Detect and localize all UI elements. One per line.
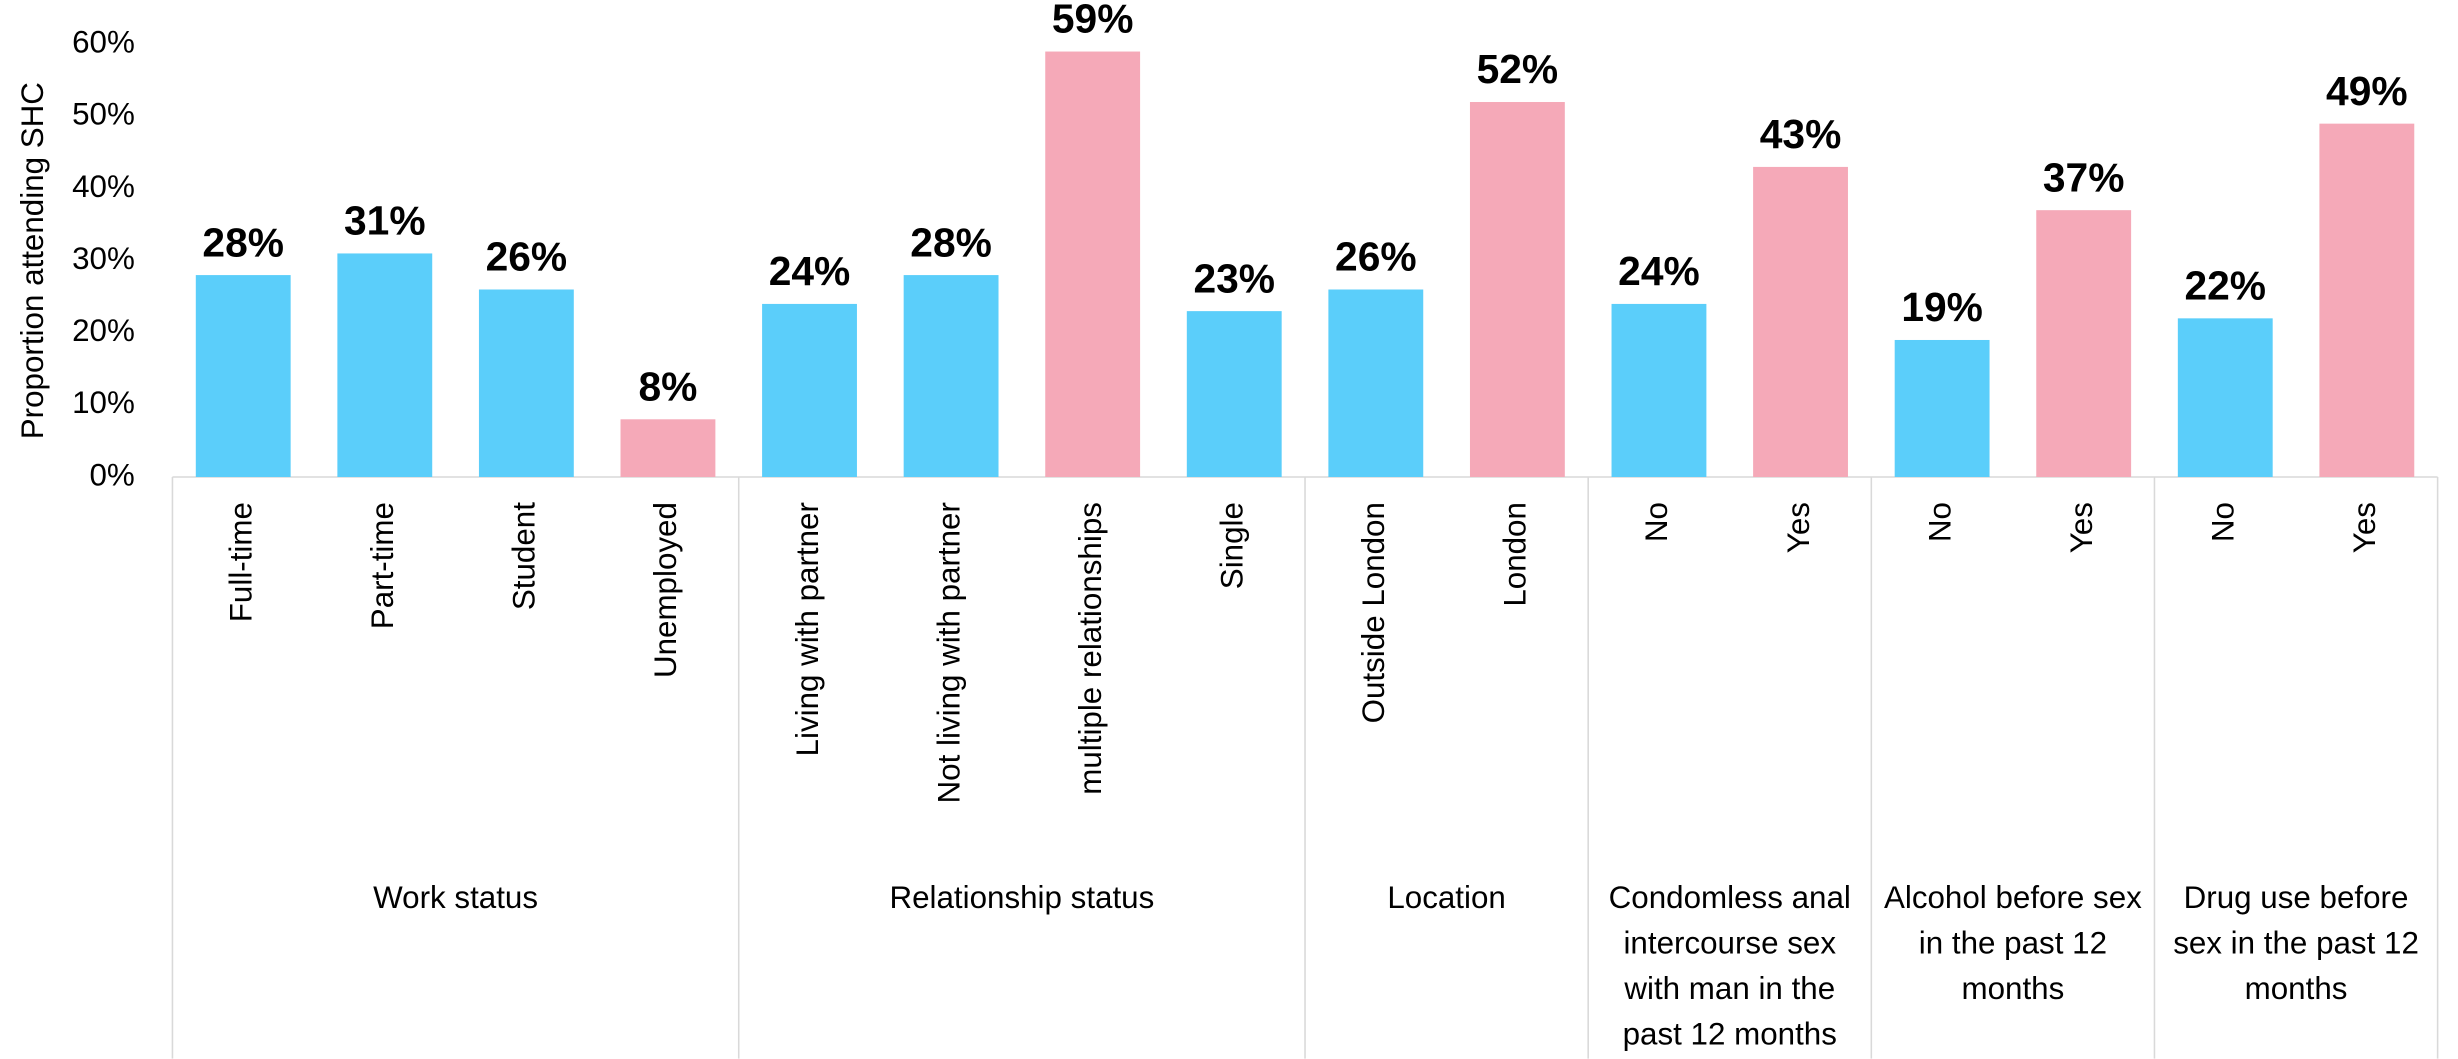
y-tick-label: 40% (72, 169, 135, 204)
y-tick-label: 20% (72, 313, 135, 348)
y-tick-label: 10% (72, 385, 135, 420)
bar (2036, 210, 2132, 477)
value-label: 28% (202, 219, 284, 265)
group-label: Work status (373, 880, 538, 915)
group-label-line: with man in the (1623, 971, 1835, 1006)
bar (1186, 311, 1282, 477)
value-label: 24% (1618, 248, 1700, 294)
bar (2177, 318, 2273, 477)
x-tick-label: Yes (1781, 502, 1816, 553)
group-label-line: Alcohol before sex (1884, 880, 2142, 915)
group-label-line: Drug use before (2184, 880, 2409, 915)
bar (337, 253, 433, 477)
x-tick-label: Yes (2347, 502, 2382, 553)
bar (620, 419, 716, 477)
x-tick-label: Unemployed (648, 502, 683, 678)
value-label: 28% (910, 219, 992, 265)
group-label-line: months (2245, 971, 2348, 1006)
bar (1753, 166, 1848, 477)
bar (1328, 289, 1424, 477)
value-label: 22% (2184, 263, 2266, 309)
y-tick-label: 30% (72, 241, 135, 276)
group-label: Drug use before sex in the past 12 months (2173, 880, 2419, 1006)
bar (2319, 123, 2415, 477)
bar (478, 289, 574, 477)
x-tick-label: London (1498, 502, 1533, 607)
group-label-line: sex in the past 12 (2173, 926, 2419, 961)
x-tick-label: Not living with partner (931, 502, 966, 803)
group-label-line: Condomless anal (1609, 880, 1851, 915)
group-label: Alcohol before sex in the past 12 months (1884, 880, 2142, 1006)
bar (762, 303, 857, 477)
value-label: 23% (1193, 255, 1275, 301)
x-tick-label: Full-time (224, 502, 259, 622)
x-tick-label: Living with partner (790, 502, 825, 756)
group-label-line: past 12 months (1623, 1016, 1837, 1051)
value-label: 24% (769, 248, 851, 294)
value-label: 8% (638, 363, 697, 409)
y-tick-label: 0% (90, 457, 135, 492)
x-tick-label: No (2206, 502, 2241, 542)
value-label: 52% (1477, 46, 1559, 92)
x-tick-label: No (1922, 502, 1957, 542)
bar (903, 275, 999, 477)
value-label: 43% (1760, 111, 1842, 157)
bar (1045, 51, 1141, 477)
x-tick-label: Part-time (365, 502, 400, 629)
value-label: 59% (1052, 0, 1134, 42)
group-label-line: months (1962, 971, 2065, 1006)
value-label: 26% (486, 234, 568, 280)
x-tick-label: Student (507, 502, 542, 610)
y-axis-label: Proportion attending SHC (15, 82, 50, 439)
value-label: 49% (2326, 68, 2408, 114)
x-tick-label: Yes (2064, 502, 2099, 553)
value-label: 26% (1335, 234, 1417, 280)
y-tick-label: 50% (72, 97, 135, 132)
group-label: Location (1387, 880, 1506, 915)
group-label-line: in the past 12 (1919, 926, 2107, 961)
group-label: Relationship status (889, 880, 1154, 915)
bar (1611, 303, 1707, 477)
value-label: 19% (1901, 284, 1983, 330)
value-label: 31% (344, 198, 426, 244)
group-label-line: intercourse sex (1623, 926, 1836, 961)
bar (195, 275, 291, 477)
x-tick-label: Outside London (1356, 502, 1391, 723)
x-tick-label: multiple relationships (1073, 502, 1108, 795)
group-label-line: Relationship status (889, 880, 1154, 915)
x-tick-label: Single (1215, 502, 1250, 589)
group-label-line: Work status (373, 880, 538, 915)
value-label: 37% (2043, 154, 2125, 200)
y-tick-label: 60% (72, 25, 135, 60)
group-label-line: Location (1387, 880, 1506, 915)
x-tick-label: No (1639, 502, 1674, 542)
bar (1469, 102, 1565, 477)
group-label: Condomless anal intercourse sex with man i… (1609, 880, 1851, 1051)
bar (1894, 339, 1990, 477)
